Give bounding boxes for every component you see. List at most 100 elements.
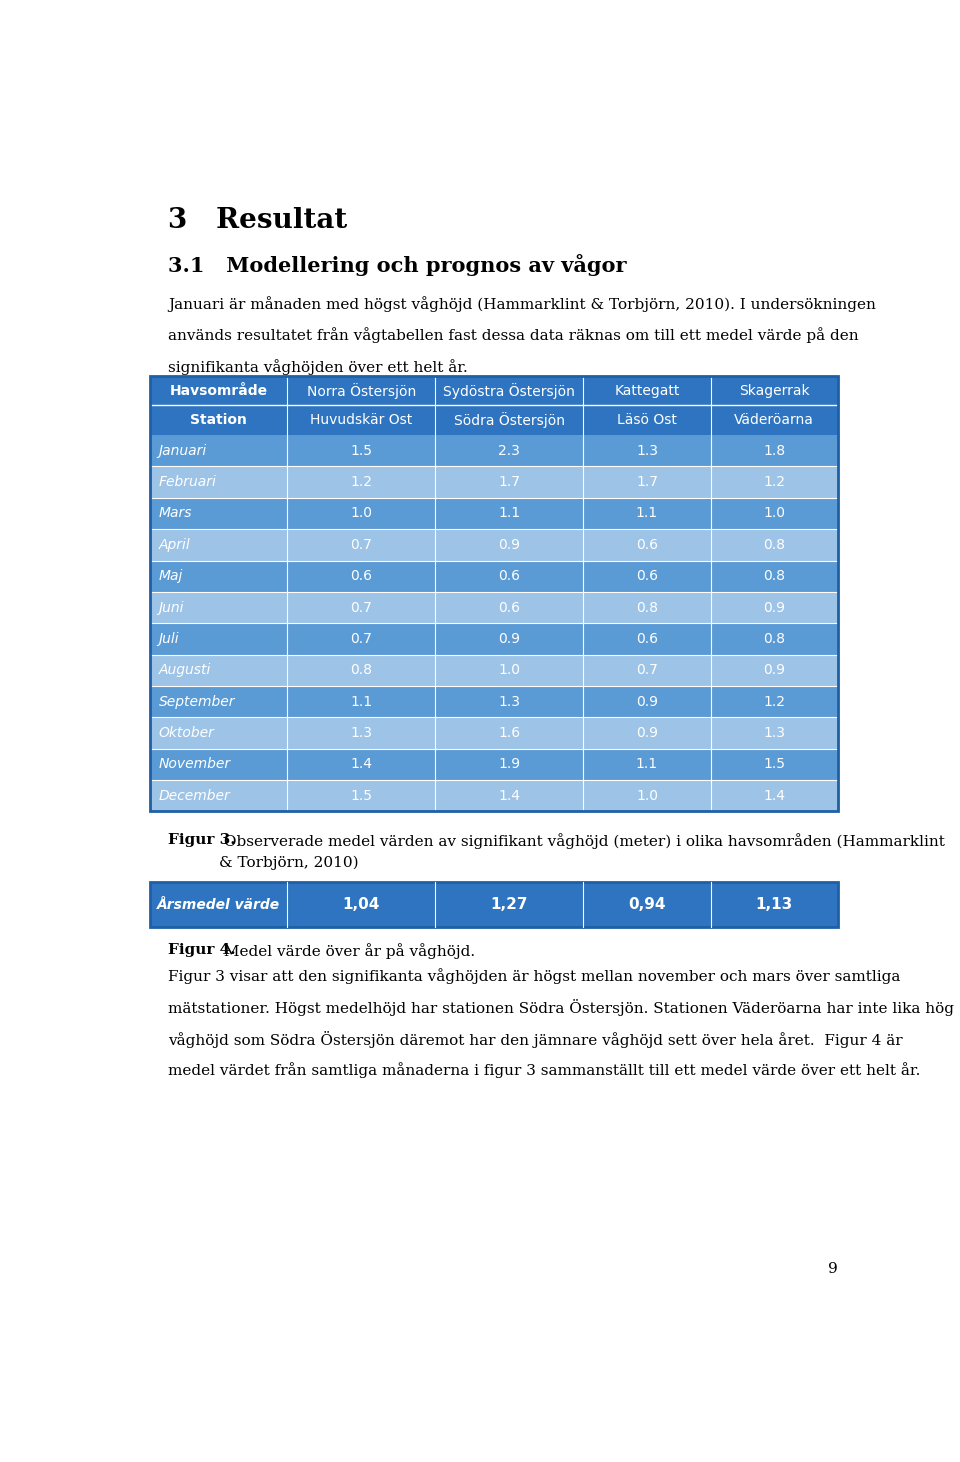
Text: 0.7: 0.7 [350, 538, 372, 551]
Text: 0.7: 0.7 [636, 664, 658, 677]
Text: 1.7: 1.7 [636, 475, 658, 490]
Text: 0.8: 0.8 [763, 632, 785, 646]
Text: 0.8: 0.8 [350, 664, 372, 677]
FancyBboxPatch shape [150, 592, 838, 623]
Text: medel värdet från samtliga månaderna i figur 3 sammanställt till ett medel värde: medel värdet från samtliga månaderna i f… [168, 1063, 921, 1079]
FancyBboxPatch shape [150, 781, 838, 811]
Text: Årsmedel värde: Årsmedel värde [157, 898, 280, 912]
Text: September: September [158, 694, 235, 709]
FancyBboxPatch shape [150, 376, 838, 436]
Text: 3   Resultat: 3 Resultat [168, 208, 348, 234]
Text: Huvudskär Ost: Huvudskär Ost [310, 414, 413, 427]
Text: 1.4: 1.4 [350, 757, 372, 772]
Text: Sydöstra Östersjön: Sydöstra Östersjön [444, 383, 575, 399]
Text: Oktober: Oktober [158, 727, 215, 740]
FancyBboxPatch shape [150, 623, 838, 655]
Text: Södra Östersjön: Södra Östersjön [454, 412, 564, 428]
Text: Läsö Ost: Läsö Ost [617, 414, 677, 427]
Text: 0.7: 0.7 [350, 601, 372, 614]
Text: 1.7: 1.7 [498, 475, 520, 490]
Text: Januari: Januari [158, 444, 207, 458]
Text: 1.1: 1.1 [636, 757, 658, 772]
Text: 0.6: 0.6 [636, 538, 658, 551]
Text: November: November [158, 757, 230, 772]
Text: 0.7: 0.7 [350, 632, 372, 646]
FancyBboxPatch shape [150, 749, 838, 781]
Text: våghöjd som Södra Östersjön däremot har den jämnare våghöjd sett över hela året.: våghöjd som Södra Östersjön däremot har … [168, 1031, 903, 1048]
Text: 1,27: 1,27 [491, 898, 528, 912]
Text: 1.3: 1.3 [498, 694, 520, 709]
Text: Januari är månaden med högst våghöjd (Hammarklint & Torbjörn, 2010). I undersökn: Januari är månaden med högst våghöjd (Ha… [168, 295, 876, 311]
Text: Observerade medel värden av signifikant våghöjd (meter) i olika havsområden (Ham: Observerade medel värden av signifikant … [219, 833, 945, 870]
Text: Väderöarna: Väderöarna [734, 414, 814, 427]
Text: 0.6: 0.6 [636, 632, 658, 646]
Text: Kattegatt: Kattegatt [614, 383, 680, 398]
Text: 0.6: 0.6 [498, 601, 520, 614]
Text: 1.0: 1.0 [350, 506, 372, 520]
Text: Juni: Juni [158, 601, 184, 614]
Text: 1.2: 1.2 [350, 475, 372, 490]
Text: mätstationer. Högst medelhöjd har stationen Södra Östersjön. Stationen Väderöarn: mätstationer. Högst medelhöjd har statio… [168, 1000, 954, 1016]
Text: 1.3: 1.3 [350, 727, 372, 740]
Text: 0,94: 0,94 [628, 898, 665, 912]
FancyBboxPatch shape [150, 686, 838, 718]
Text: 1.1: 1.1 [636, 506, 658, 520]
FancyBboxPatch shape [150, 655, 838, 686]
Text: 1.9: 1.9 [498, 757, 520, 772]
Text: 1,04: 1,04 [343, 898, 380, 912]
Text: April: April [158, 538, 190, 551]
Text: 0.9: 0.9 [498, 538, 520, 551]
Text: 1.8: 1.8 [763, 444, 785, 458]
Text: Figur 3.: Figur 3. [168, 833, 236, 846]
Text: 1.4: 1.4 [498, 789, 520, 803]
Text: Norra Östersjön: Norra Östersjön [307, 383, 416, 399]
Text: 1.0: 1.0 [498, 664, 520, 677]
Text: 0.8: 0.8 [763, 569, 785, 583]
Text: 1.5: 1.5 [350, 444, 372, 458]
Text: 1.0: 1.0 [763, 506, 785, 520]
FancyBboxPatch shape [150, 560, 838, 592]
Text: 1.0: 1.0 [636, 789, 658, 803]
Text: signifikanta våghöjden över ett helt år.: signifikanta våghöjden över ett helt år. [168, 360, 468, 374]
Text: Maj: Maj [158, 569, 183, 583]
Text: 1.6: 1.6 [498, 727, 520, 740]
Text: Augusti: Augusti [158, 664, 211, 677]
Text: Februari: Februari [158, 475, 217, 490]
FancyBboxPatch shape [150, 497, 838, 529]
Text: 0.6: 0.6 [498, 569, 520, 583]
Text: 1.1: 1.1 [350, 694, 372, 709]
Text: 0.9: 0.9 [636, 694, 658, 709]
Text: Station: Station [190, 414, 247, 427]
Text: 1.5: 1.5 [350, 789, 372, 803]
Text: 1.1: 1.1 [498, 506, 520, 520]
Text: 0.8: 0.8 [636, 601, 658, 614]
Text: 0.9: 0.9 [636, 727, 658, 740]
Text: Mars: Mars [158, 506, 192, 520]
Text: 0.9: 0.9 [763, 664, 785, 677]
Text: 2.3: 2.3 [498, 444, 520, 458]
Text: används resultatet från vågtabellen fast dessa data räknas om till ett medel vär: används resultatet från vågtabellen fast… [168, 327, 859, 344]
FancyBboxPatch shape [150, 883, 838, 927]
Text: 9: 9 [828, 1262, 838, 1276]
Text: 1.2: 1.2 [763, 694, 785, 709]
Text: Havsområde: Havsområde [170, 383, 268, 398]
Text: Juli: Juli [158, 632, 180, 646]
Text: December: December [158, 789, 230, 803]
Text: 0.9: 0.9 [763, 601, 785, 614]
Text: Figur 3 visar att den signifikanta våghöjden är högst mellan november och mars ö: Figur 3 visar att den signifikanta våghö… [168, 968, 900, 984]
Text: 1.3: 1.3 [636, 444, 658, 458]
FancyBboxPatch shape [150, 718, 838, 749]
FancyBboxPatch shape [150, 466, 838, 497]
Text: 1.3: 1.3 [763, 727, 785, 740]
Text: 1.4: 1.4 [763, 789, 785, 803]
Text: 3.1   Modellering och prognos av vågor: 3.1 Modellering och prognos av vågor [168, 254, 627, 276]
Text: 1,13: 1,13 [756, 898, 793, 912]
Text: Medel värde över år på våghöjd.: Medel värde över år på våghöjd. [219, 943, 475, 959]
Text: Skagerrak: Skagerrak [739, 383, 809, 398]
FancyBboxPatch shape [150, 529, 838, 560]
Text: 0.9: 0.9 [498, 632, 520, 646]
Text: 0.6: 0.6 [350, 569, 372, 583]
FancyBboxPatch shape [150, 436, 838, 466]
Text: 0.8: 0.8 [763, 538, 785, 551]
Text: 0.6: 0.6 [636, 569, 658, 583]
